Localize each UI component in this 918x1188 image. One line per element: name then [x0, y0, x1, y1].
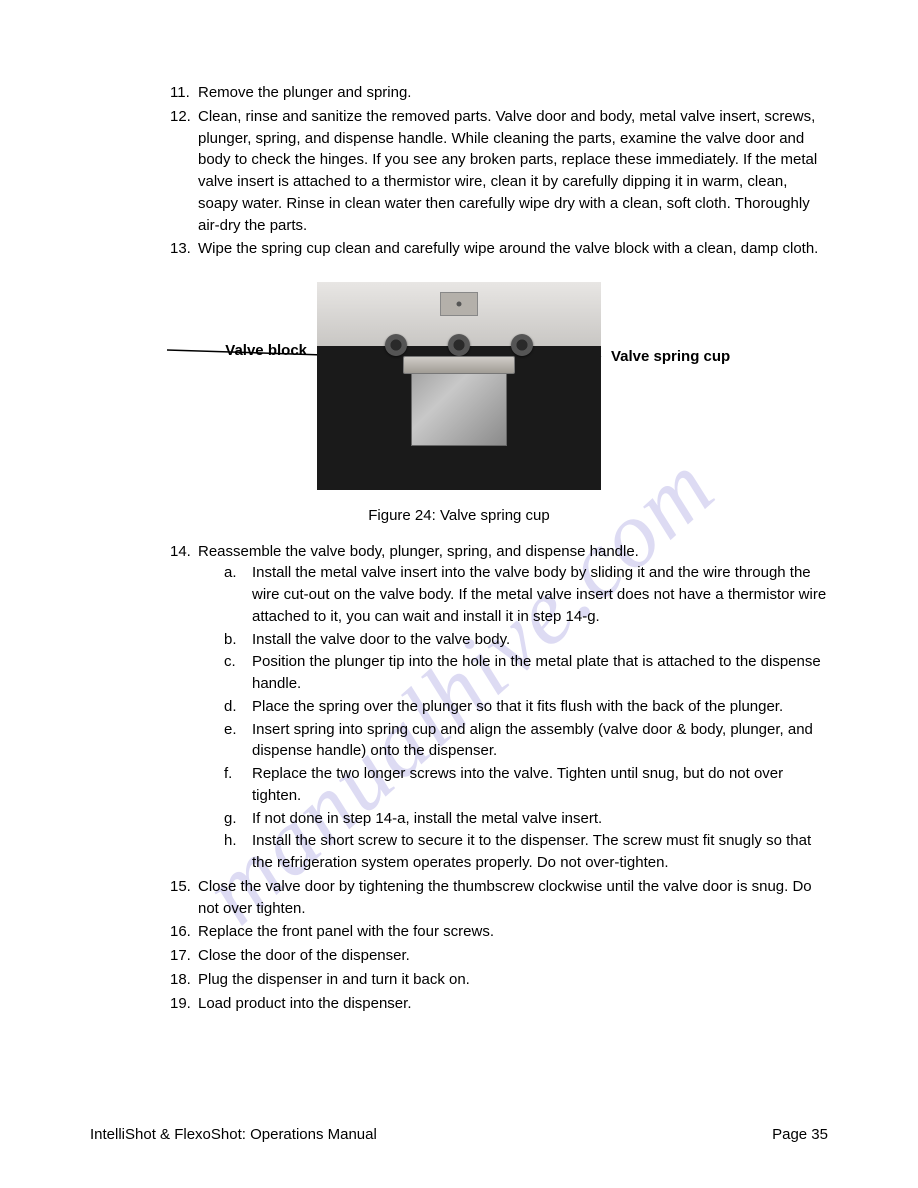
- step-text: Close the door of the dispenser.: [198, 947, 410, 964]
- substep-letter: a.: [224, 562, 250, 584]
- substep-text: Install the valve door to the valve body…: [252, 631, 510, 648]
- step-number: 18.: [170, 969, 196, 991]
- substep-f: f.Replace the two longer screws into the…: [252, 763, 828, 807]
- step-number: 16.: [170, 921, 196, 943]
- substep-text: Place the spring over the plunger so tha…: [252, 698, 783, 715]
- substep-h: h.Install the short screw to secure it t…: [252, 830, 828, 874]
- substep-letter: e.: [224, 719, 250, 741]
- step-text: Reassemble the valve body, plunger, spri…: [198, 543, 639, 560]
- instruction-list-cont: 14.Reassemble the valve body, plunger, s…: [90, 541, 828, 1015]
- figure-caption: Figure 24: Valve spring cup: [90, 505, 828, 527]
- step-number: 11.: [170, 82, 196, 104]
- step-19: 19.Load product into the dispenser.: [198, 993, 828, 1015]
- step-text: Remove the plunger and spring.: [198, 84, 411, 101]
- step-text: Wipe the spring cup clean and carefully …: [198, 240, 818, 257]
- figure-image: [317, 282, 601, 490]
- step-14: 14.Reassemble the valve body, plunger, s…: [198, 541, 828, 874]
- step-17: 17.Close the door of the dispenser.: [198, 945, 828, 967]
- step-16: 16.Replace the front panel with the four…: [198, 921, 828, 943]
- step-12: 12.Clean, rinse and sanitize the removed…: [198, 106, 828, 237]
- step-number: 15.: [170, 876, 196, 898]
- substep-text: Install the metal valve insert into the …: [252, 564, 826, 625]
- substep-b: b.Install the valve door to the valve bo…: [252, 629, 828, 651]
- substep-d: d.Place the spring over the plunger so t…: [252, 696, 828, 718]
- step-text: Clean, rinse and sanitize the removed pa…: [198, 108, 817, 234]
- substep-text: Replace the two longer screws into the v…: [252, 765, 783, 804]
- page-footer: IntelliShot & FlexoShot: Operations Manu…: [90, 1124, 828, 1146]
- step-13: 13.Wipe the spring cup clean and careful…: [198, 238, 828, 260]
- figure-label-valve-block: Valve block: [157, 340, 307, 362]
- substep-list: a.Install the metal valve insert into th…: [198, 562, 828, 874]
- step-number: 14.: [170, 541, 196, 563]
- substep-letter: c.: [224, 651, 250, 673]
- substep-e: e.Insert spring into spring cup and alig…: [252, 719, 828, 763]
- substep-g: g.If not done in step 14-a, install the …: [252, 808, 828, 830]
- substep-text: Insert spring into spring cup and align …: [252, 721, 813, 760]
- step-number: 19.: [170, 993, 196, 1015]
- substep-letter: b.: [224, 629, 250, 651]
- instruction-list: 11.Remove the plunger and spring. 12.Cle…: [90, 82, 828, 260]
- step-number: 17.: [170, 945, 196, 967]
- figure-label-valve-spring-cup: Valve spring cup: [611, 346, 781, 368]
- step-text: Replace the front panel with the four sc…: [198, 923, 494, 940]
- footer-title: IntelliShot & FlexoShot: Operations Manu…: [90, 1124, 377, 1146]
- substep-a: a.Install the metal valve insert into th…: [252, 562, 828, 627]
- footer-page-number: Page 35: [772, 1124, 828, 1146]
- step-text: Plug the dispenser in and turn it back o…: [198, 971, 470, 988]
- step-15: 15.Close the valve door by tightening th…: [198, 876, 828, 920]
- substep-text: If not done in step 14-a, install the me…: [252, 810, 602, 827]
- substep-c: c.Position the plunger tip into the hole…: [252, 651, 828, 695]
- step-text: Close the valve door by tightening the t…: [198, 878, 812, 917]
- substep-letter: f.: [224, 763, 250, 785]
- step-number: 13.: [170, 238, 196, 260]
- step-number: 12.: [170, 106, 196, 128]
- figure-area: Valve block Valve spring cup Figure 24: …: [90, 282, 828, 527]
- page-content: 11.Remove the plunger and spring. 12.Cle…: [90, 82, 828, 1014]
- substep-text: Install the short screw to secure it to …: [252, 832, 811, 871]
- step-18: 18.Plug the dispenser in and turn it bac…: [198, 969, 828, 991]
- substep-letter: d.: [224, 696, 250, 718]
- step-11: 11.Remove the plunger and spring.: [198, 82, 828, 104]
- substep-letter: g.: [224, 808, 250, 830]
- substep-letter: h.: [224, 830, 250, 852]
- substep-text: Position the plunger tip into the hole i…: [252, 653, 821, 692]
- step-text: Load product into the dispenser.: [198, 995, 412, 1012]
